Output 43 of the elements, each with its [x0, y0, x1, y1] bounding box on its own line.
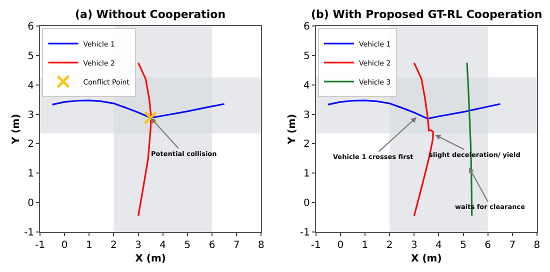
y-tick-label: 3 [28, 110, 34, 121]
x-tick-label: 6 [484, 240, 492, 251]
x-tick-label: 7 [233, 240, 240, 251]
chart-title: (a) Without Cooperation [75, 8, 226, 21]
y-axis-title: Y (m) [286, 114, 298, 146]
y-tick-label: 4 [303, 80, 310, 92]
y-tick-label: 2 [28, 139, 34, 150]
x-axis-title: X (m) [135, 254, 166, 264]
y-tick-label: 1 [28, 168, 34, 180]
x-tick-label: 3 [135, 240, 142, 251]
y-tick-label: 3 [303, 110, 310, 121]
y-axis-title: Y (m) [11, 114, 22, 146]
line-series [327, 100, 501, 120]
x-tick-label: 0 [61, 240, 68, 251]
x-tick-label: 0 [337, 240, 344, 251]
x-tick-label: 1 [362, 240, 368, 251]
x-tick-label: 5 [184, 240, 191, 251]
x-tick-label: 1 [86, 240, 92, 251]
y-tick-label: 0 [303, 198, 310, 210]
x-tick-label: 4 [436, 240, 442, 251]
y-tick-label: 5 [303, 50, 310, 62]
y-tick-label: 2 [303, 139, 310, 150]
y-tick-label: 1 [303, 168, 310, 180]
x-tick-label: 4 [160, 240, 166, 251]
x-tick-label: 2 [386, 240, 393, 251]
y-tick-label: 4 [28, 80, 34, 92]
x-tick-label: 7 [509, 240, 516, 251]
x-tick-label: 2 [110, 240, 117, 251]
x-axis-title: X (m) [411, 254, 442, 264]
x-tick-label: -1 [35, 240, 45, 251]
chart-title: (b) With Proposed GT-RL Cooperation [311, 8, 542, 21]
x-tick-label: 8 [258, 240, 264, 251]
y-tick-label: -1 [300, 228, 310, 238]
y-tick-label: 5 [28, 50, 34, 62]
x-tick-label: -1 [310, 240, 321, 251]
y-tick-label: 0 [28, 198, 34, 210]
x-tick-label: 3 [410, 240, 418, 251]
y-tick-label: 6 [303, 22, 310, 32]
y-tick-label: 6 [28, 22, 34, 32]
y-tick-label: -1 [24, 228, 34, 238]
x-tick-label: 5 [460, 240, 466, 251]
x-tick-label: 8 [534, 240, 540, 251]
x-tick-label: 6 [208, 240, 216, 251]
